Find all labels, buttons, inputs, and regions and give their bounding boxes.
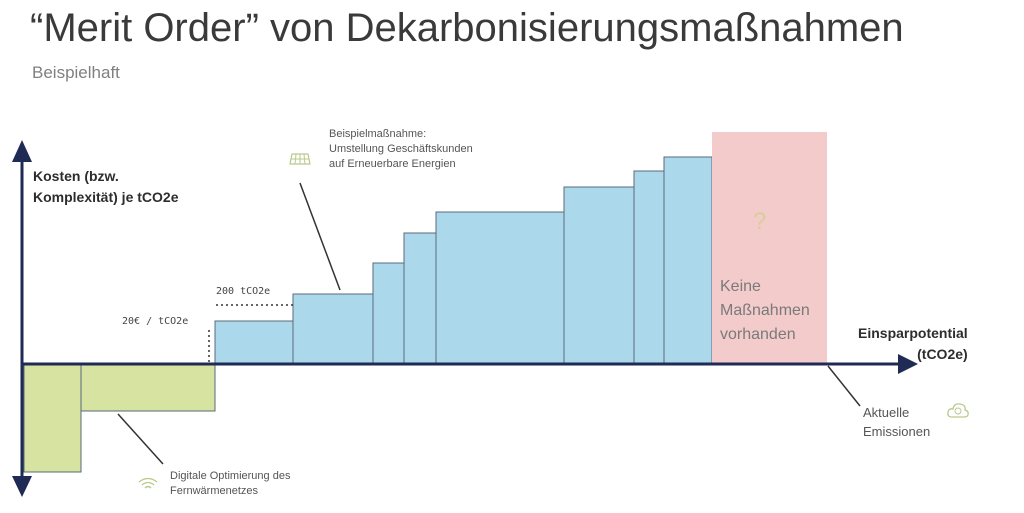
bar-5 [372, 262, 405, 365]
example-label-line-2: Umstellung Geschäftskunden [329, 143, 473, 155]
no-measures-line-3: vorhanden [720, 326, 796, 343]
green-leader-line [117, 413, 164, 465]
no-measures-line-1: Keine [720, 278, 761, 295]
bar-7 [435, 211, 565, 365]
x-axis-arrowhead [898, 354, 918, 374]
question-mark-icon: ? [753, 208, 767, 235]
cloud-icon [947, 403, 969, 418]
solar-panel-icon [289, 153, 311, 165]
bar-8 [563, 186, 635, 365]
bar-9 [633, 170, 665, 365]
emissions-label-line-1: Aktuelle [863, 405, 910, 420]
bar-11 [712, 132, 827, 364]
bar-6 [403, 232, 437, 365]
emissions-label: Aktuelle Emissionen [863, 403, 930, 441]
example-measure-label: Beispielmaßnahme: Umstellung Geschäftsku… [329, 127, 473, 172]
bar-3 [214, 320, 294, 365]
y-axis-arrowhead-top [12, 140, 32, 162]
y-axis-arrowhead-bottom [12, 476, 32, 497]
emissions-label-line-2: Emissionen [863, 424, 931, 439]
bar-1 [23, 363, 82, 473]
y-axis-label: Kosten (bzw. Komplexität) je tCO2e [33, 166, 178, 208]
volume-marker-label: 200 tCO2e [216, 286, 271, 297]
x-axis-label-line-1: Einsparpotential [858, 325, 968, 341]
chart-subtitle: Beispielhaft [32, 63, 120, 82]
x-axis-label: Einsparpotential (tCO2e) [858, 323, 968, 365]
cost-marker-label: 20€ / tCO2e [122, 316, 189, 327]
x-axis-label-line-2: (tCO2e) [917, 346, 968, 362]
example-leader-line [299, 182, 341, 291]
example-label-line-3: auf Erneuerbare Energien [329, 158, 456, 170]
no-measures-line-2: Maßnahmen [720, 302, 810, 319]
y-axis-label-line-2: Komplexität) je tCO2e [33, 189, 179, 205]
bar-4 [292, 293, 374, 365]
green-label-line-2: Fernwärmenetzes [170, 485, 259, 497]
bar-10 [663, 156, 713, 365]
example-label-line-1: Beispielmaßnahme: [329, 128, 427, 140]
wifi-icon [138, 477, 158, 489]
emissions-leader-line [827, 365, 861, 407]
green-label-line-1: Digitale Optimierung des [170, 470, 291, 482]
chart-title: “Merit Order” von Dekarbonisierungsmaßna… [30, 6, 904, 50]
green-measure-label: Digitale Optimierung des Fernwärmenetzes [170, 469, 290, 499]
bar-2 [80, 363, 216, 412]
y-axis-label-line-1: Kosten (bzw. [33, 168, 119, 184]
no-measures-label: Keine Maßnahmen vorhanden [720, 275, 810, 347]
